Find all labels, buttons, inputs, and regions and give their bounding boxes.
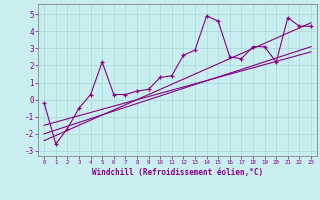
- X-axis label: Windchill (Refroidissement éolien,°C): Windchill (Refroidissement éolien,°C): [92, 168, 263, 177]
